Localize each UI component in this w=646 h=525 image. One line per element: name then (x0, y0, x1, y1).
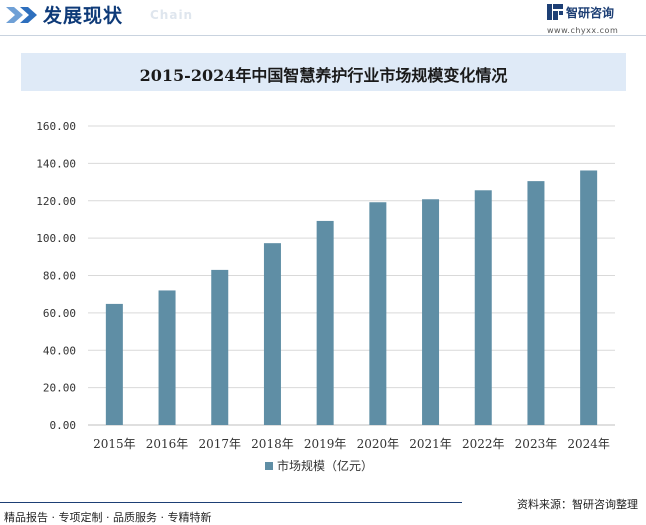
bar (316, 220, 334, 425)
y-tick-label: 40.00 (43, 344, 76, 357)
y-tick-label: 120.00 (36, 195, 76, 208)
header-divider (0, 35, 646, 36)
x-tick-label: 2023年 (515, 437, 558, 451)
bar (211, 269, 229, 425)
y-tick-label: 100.00 (36, 232, 76, 245)
legend-label: 市场规模（亿元） (277, 458, 373, 473)
legend-swatch (265, 462, 273, 470)
bar (422, 199, 440, 425)
bar (369, 202, 387, 425)
x-tick-label: 2017年 (198, 437, 241, 451)
x-tick-label: 2021年 (409, 437, 452, 451)
bar (527, 181, 545, 425)
chart-title: 2015-2024年中国智慧养护行业市场规模变化情况 (139, 66, 508, 85)
bar (580, 170, 598, 425)
y-tick-label: 20.00 (43, 382, 76, 395)
bar (105, 303, 123, 425)
double-chevron-icon (6, 7, 37, 23)
brand-url: www.chyxx.com (547, 26, 619, 35)
x-tick-label: 2024年 (567, 437, 610, 451)
x-tick-label: 2022年 (462, 437, 505, 451)
y-tick-label: 60.00 (43, 307, 76, 320)
bar (263, 243, 281, 425)
footer-divider (0, 502, 462, 503)
x-tick-label: 2019年 (304, 437, 347, 451)
footer-source: 资料来源：智研咨询整理 (517, 498, 638, 511)
x-tick-label: 2020年 (357, 437, 400, 451)
x-tick-label: 2015年 (93, 437, 136, 451)
brand-block: 智研咨询 www.chyxx.com (546, 3, 636, 39)
x-tick-label: 2018年 (251, 437, 294, 451)
section-subtitle: Chain (150, 8, 194, 22)
brand-name: 智研咨询 (566, 6, 615, 20)
section-title: 发展现状 (43, 5, 124, 27)
footer-tagline: 精品报告 · 专项定制 · 品质服务 · 专精特新 (4, 511, 212, 524)
y-tick-label: 80.00 (43, 270, 76, 283)
x-tick-label: 2016年 (146, 437, 189, 451)
bar (474, 190, 492, 425)
chart-title-bar: 2015-2024年中国智慧养护行业市场规模变化情况 (21, 53, 626, 91)
y-tick-label: 160.00 (36, 120, 76, 133)
y-tick-label: 140.00 (36, 157, 76, 170)
page-header: 发展现状 Chain 智研咨询 www.chyxx.com (0, 0, 646, 35)
bar (158, 290, 176, 425)
brand-logo-icon (547, 4, 563, 20)
y-tick-label: 0.00 (50, 419, 77, 432)
